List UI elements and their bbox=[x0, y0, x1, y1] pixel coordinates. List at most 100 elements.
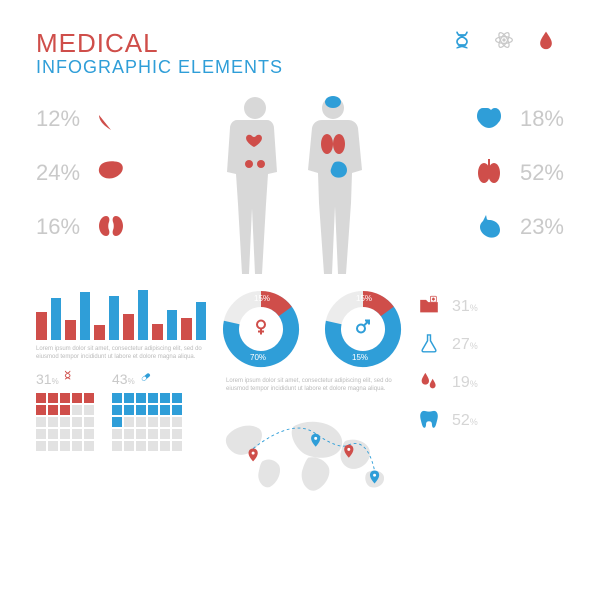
stat-pct: 52% bbox=[504, 160, 564, 186]
bar bbox=[36, 312, 47, 340]
donut-label: 15% bbox=[356, 294, 372, 303]
bar-chart-caption: Lorem ipsum dolor sit amet, consectetur … bbox=[36, 346, 206, 362]
stomach-icon bbox=[474, 210, 504, 245]
list-stat-value: 52% bbox=[452, 412, 478, 430]
donut-male: 15% 15% bbox=[322, 288, 404, 370]
unit-cell bbox=[124, 417, 134, 427]
stat-pct: 23% bbox=[504, 214, 564, 240]
donut-label: 15% bbox=[352, 353, 368, 362]
unit-cell bbox=[160, 405, 170, 415]
atom-icon bbox=[494, 30, 514, 55]
unit-cell bbox=[72, 405, 82, 415]
donut-charts: 15% 70% 15% 15% bbox=[220, 288, 404, 370]
stat-pct: 12% bbox=[36, 106, 96, 132]
title-line2: INFOGRAPHIC ELEMENTS bbox=[36, 57, 564, 78]
unit-cell bbox=[84, 417, 94, 427]
unit-cell bbox=[72, 441, 82, 451]
unit-cell bbox=[72, 393, 82, 403]
unit-cell bbox=[60, 441, 70, 451]
unit-cell bbox=[36, 429, 46, 439]
unit-cell bbox=[148, 441, 158, 451]
donut-caption: Lorem ipsum dolor sit amet, consectetur … bbox=[226, 378, 398, 394]
lower-left-col: Lorem ipsum dolor sit amet, consectetur … bbox=[36, 288, 206, 504]
bar bbox=[123, 314, 134, 340]
kidneys-icon bbox=[96, 210, 126, 245]
brain-on-body bbox=[325, 96, 341, 108]
unit-cell bbox=[112, 429, 122, 439]
male-icon bbox=[355, 319, 371, 340]
heart-icon bbox=[96, 102, 126, 137]
stat-pct: 16% bbox=[36, 214, 96, 240]
unit-cell bbox=[172, 393, 182, 403]
stat-row: 52% bbox=[424, 146, 564, 200]
list-stat-value: 31% bbox=[452, 298, 478, 316]
unit-cell bbox=[124, 393, 134, 403]
kidney-on-body-r bbox=[257, 160, 265, 168]
unit-chart: 43% bbox=[112, 370, 182, 451]
unit-cell bbox=[84, 429, 94, 439]
donut-label: 70% bbox=[250, 353, 266, 362]
list-stat: 52% bbox=[418, 402, 564, 440]
unit-cell bbox=[172, 417, 182, 427]
liver-icon bbox=[96, 156, 126, 191]
world-map bbox=[220, 404, 404, 504]
unit-cell bbox=[148, 417, 158, 427]
main-section: 12%24%16% 18%52%23% bbox=[36, 92, 564, 282]
map-pin-icon bbox=[249, 448, 258, 461]
unit-cell bbox=[84, 405, 94, 415]
unit-cell bbox=[48, 405, 58, 415]
unit-cell bbox=[112, 393, 122, 403]
lower-right-col: 31%27%19%52% bbox=[418, 288, 564, 504]
lungs-icon bbox=[474, 156, 504, 191]
unit-cell bbox=[60, 405, 70, 415]
unit-cell bbox=[172, 405, 182, 415]
bar bbox=[138, 290, 149, 340]
bar bbox=[109, 296, 120, 340]
drops-icon bbox=[418, 370, 440, 397]
unit-cell bbox=[60, 393, 70, 403]
lower-mid-col: 15% 70% 15% 15% Lorem ipsum dolor sit amet,… bbox=[220, 288, 404, 504]
list-stat: 31% bbox=[418, 288, 564, 326]
unit-cell bbox=[124, 429, 134, 439]
unit-chart: 31% bbox=[36, 370, 94, 451]
body-figures bbox=[166, 92, 424, 282]
dna-small-icon bbox=[63, 370, 77, 389]
blood-icon bbox=[536, 30, 556, 55]
list-stat: 27% bbox=[418, 326, 564, 364]
bar bbox=[65, 320, 76, 340]
bar bbox=[167, 310, 178, 340]
kidney-on-body-l bbox=[245, 160, 253, 168]
unit-cell bbox=[124, 441, 134, 451]
unit-cell bbox=[148, 405, 158, 415]
unit-cell bbox=[60, 417, 70, 427]
unit-cell bbox=[160, 417, 170, 427]
stat-pct: 24% bbox=[36, 160, 96, 186]
unit-cell bbox=[84, 441, 94, 451]
unit-pct: 43% bbox=[112, 371, 135, 387]
unit-cell bbox=[172, 441, 182, 451]
unit-cell bbox=[48, 393, 58, 403]
bar bbox=[181, 318, 192, 340]
unit-cell bbox=[36, 405, 46, 415]
unit-cell bbox=[48, 417, 58, 427]
unit-cell bbox=[112, 441, 122, 451]
list-stat-value: 27% bbox=[452, 336, 478, 354]
bar bbox=[94, 325, 105, 340]
unit-charts: 31% 43% bbox=[36, 370, 206, 451]
unit-cell bbox=[172, 429, 182, 439]
unit-cell bbox=[112, 405, 122, 415]
unit-cell bbox=[136, 429, 146, 439]
unit-cell bbox=[72, 417, 82, 427]
unit-cell bbox=[160, 393, 170, 403]
unit-cell bbox=[36, 393, 46, 403]
female-icon bbox=[253, 319, 269, 340]
bar-chart bbox=[36, 288, 206, 340]
bar bbox=[51, 298, 62, 340]
unit-cell bbox=[148, 429, 158, 439]
right-stats: 18%52%23% bbox=[424, 92, 564, 282]
bar bbox=[196, 302, 207, 340]
unit-cell bbox=[84, 393, 94, 403]
unit-cell bbox=[160, 441, 170, 451]
donut-label: 15% bbox=[254, 294, 270, 303]
human-body-icons bbox=[205, 92, 385, 282]
